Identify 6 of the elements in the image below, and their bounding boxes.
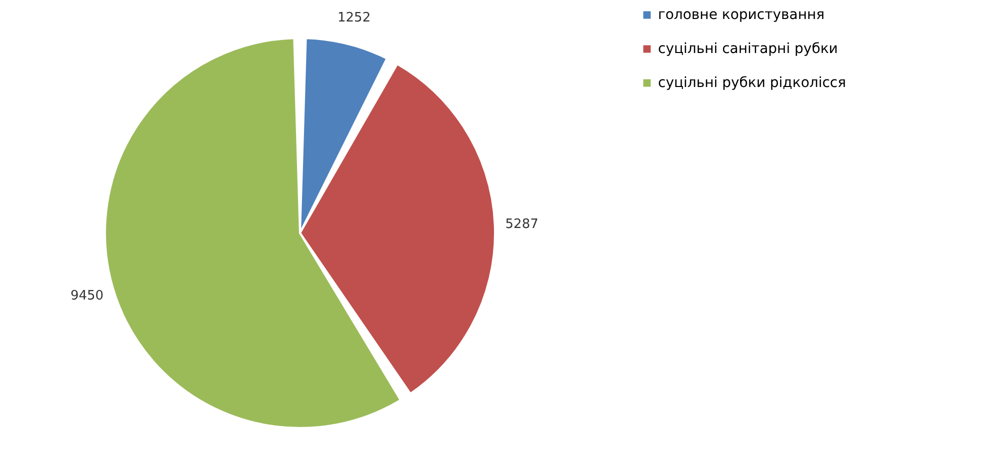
data-label: 9450 (70, 288, 104, 304)
legend-label: суцільні санітарні рубки (658, 41, 838, 57)
data-label: 1252 (338, 10, 371, 26)
legend-label: головне користування (658, 7, 825, 23)
data-label: 5287 (505, 217, 538, 232)
legend-label: суцільні рубки рідколісся (658, 75, 846, 91)
